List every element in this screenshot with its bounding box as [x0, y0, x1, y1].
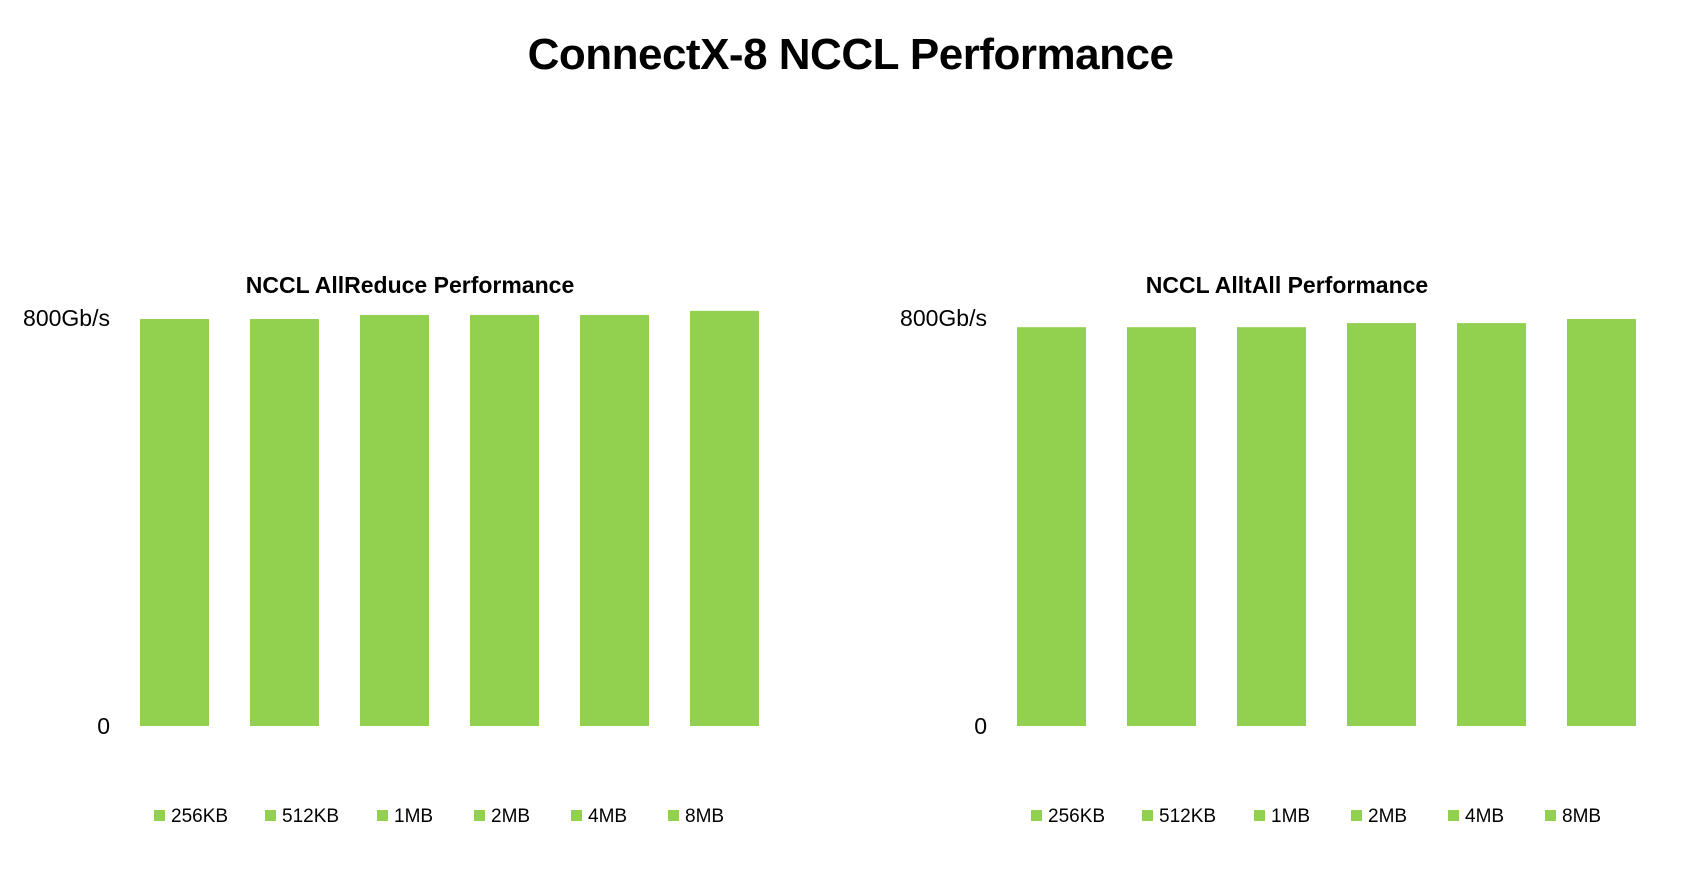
- legend-label-512kb: 512KB: [282, 806, 339, 827]
- alltoall-chart-title: NCCL AlltAll Performance: [1145, 272, 1429, 298]
- legend-label-256kb: 256KB: [171, 806, 228, 827]
- bar-2mb: [470, 314, 539, 726]
- legend-label-4mb: 4MB: [588, 806, 627, 827]
- legend-label-8mb: 8MB: [1562, 806, 1601, 827]
- bar-256kb: [1017, 327, 1086, 726]
- bar-1mb: [360, 314, 429, 726]
- allreduce-chart-plot: 0 800Gb/s 256KB 512KB 1MB 2MB 4MB 8MB: [23, 305, 759, 827]
- legend-swatch: [571, 810, 582, 821]
- legend-swatch: [377, 810, 388, 821]
- bar-4mb: [1457, 323, 1526, 726]
- y-tick-label: 0: [974, 713, 987, 739]
- legend-swatch: [474, 810, 485, 821]
- bar-8mb: [690, 310, 759, 726]
- legend-label-8mb: 8MB: [685, 806, 724, 827]
- legend-label-256kb: 256KB: [1048, 806, 1105, 827]
- legend-swatch: [1448, 810, 1459, 821]
- legend-swatch: [1351, 810, 1362, 821]
- bar-8mb: [1567, 319, 1636, 726]
- legend-label-1mb: 1MB: [394, 806, 433, 827]
- y-tick-label: 800Gb/s: [23, 305, 110, 331]
- bar-512kb: [250, 319, 319, 726]
- legend-swatch: [1031, 810, 1042, 821]
- page-title: ConnectX-8 NCCL Performance: [527, 30, 1174, 79]
- legend-swatch: [154, 810, 165, 821]
- y-tick-label: 800Gb/s: [900, 305, 987, 331]
- allreduce-chart-title: NCCL AllReduce Performance: [245, 272, 575, 298]
- allreduce-chart: NCCL AllReduce Performance 0 800Gb/s 256KB…: [0, 240, 850, 840]
- legend-label-4mb: 4MB: [1465, 806, 1504, 827]
- legend-label-2mb: 2MB: [1368, 806, 1407, 827]
- legend-swatch: [1254, 810, 1265, 821]
- legend-swatch: [1142, 810, 1153, 821]
- legend-label-512kb: 512KB: [1159, 806, 1216, 827]
- legend-label-1mb: 1MB: [1271, 806, 1310, 827]
- bar-2mb: [1347, 323, 1416, 726]
- legend-swatch: [265, 810, 276, 821]
- y-tick-label: 0: [97, 713, 110, 739]
- bar-256kb: [140, 319, 209, 726]
- alltoall-chart: NCCL AlltAll Performance 0 800Gb/s 256KB 51…: [877, 240, 1701, 840]
- alltoall-chart-plot: 0 800Gb/s 256KB 512KB 1MB 2MB 4MB 8MB: [900, 305, 1636, 827]
- legend-label-2mb: 2MB: [491, 806, 530, 827]
- legend-swatch: [1545, 810, 1556, 821]
- bar-4mb: [580, 314, 649, 726]
- bar-512kb: [1127, 327, 1196, 726]
- bar-1mb: [1237, 327, 1306, 726]
- legend-swatch: [668, 810, 679, 821]
